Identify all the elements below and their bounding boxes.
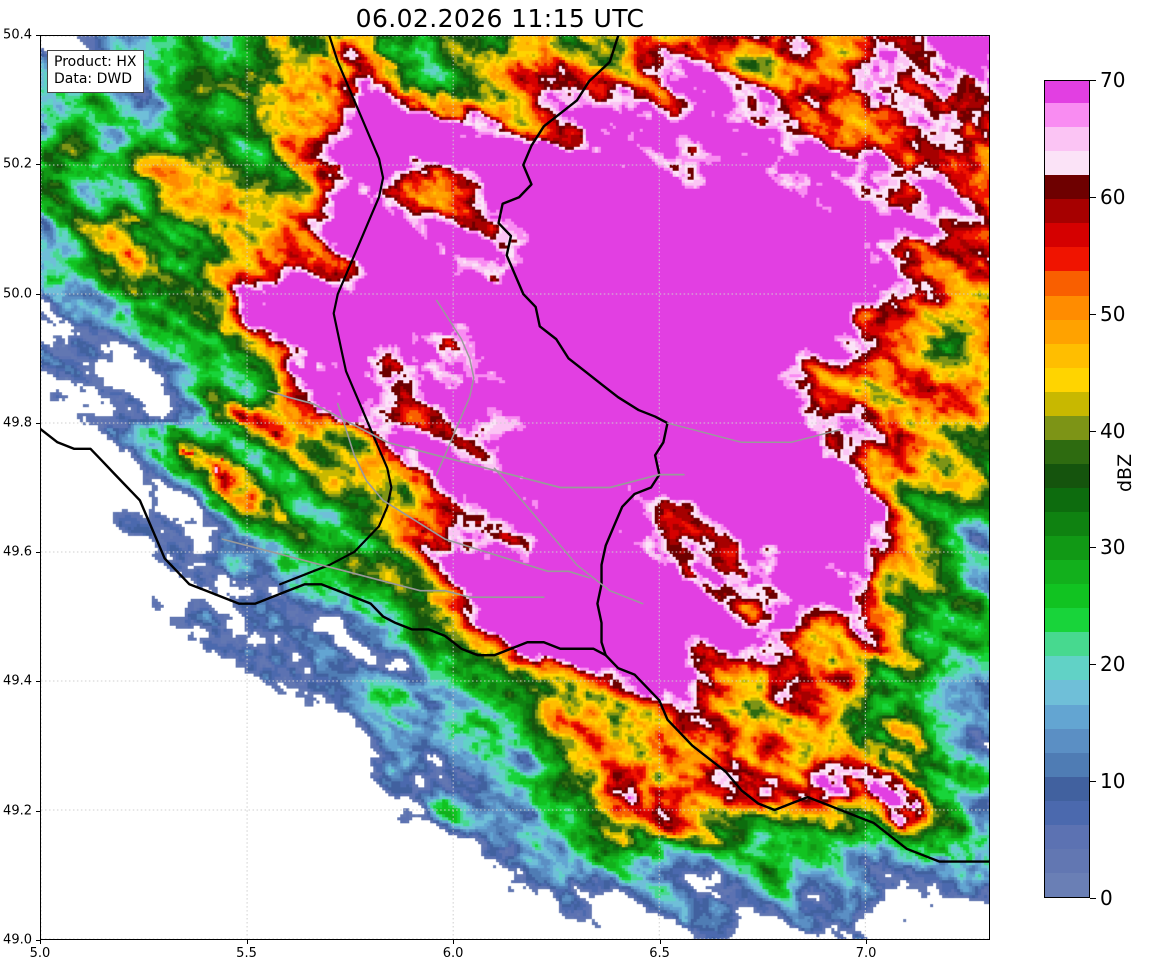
colorbar-band — [1045, 607, 1089, 633]
colorbar-tick-label: 20 — [1100, 652, 1126, 677]
x-tick-label: 5.5 — [236, 946, 257, 961]
colorbar-band — [1045, 342, 1089, 368]
x-tick — [659, 940, 661, 944]
y-tick — [36, 810, 40, 812]
info-product-line: Product: HX — [54, 54, 137, 70]
figure-title: 06.02.2026 11:15 UTC — [355, 4, 645, 33]
y-tick — [36, 293, 40, 295]
colorbar-band — [1045, 703, 1089, 729]
colorbar-axis-label: dBZ — [1114, 453, 1136, 492]
colorbar-band — [1045, 751, 1089, 777]
y-tick-label: 49.2 — [3, 803, 32, 819]
x-tick — [453, 940, 455, 944]
colorbar-tick — [1090, 664, 1096, 666]
y-tick — [36, 164, 40, 166]
x-tick-label: 6.5 — [649, 946, 670, 961]
y-tick-label: 50.0 — [3, 286, 32, 302]
colorbar-band — [1045, 679, 1089, 705]
colorbar[interactable] — [1044, 80, 1090, 898]
colorbar-band — [1045, 800, 1089, 825]
x-tick-label: 5.0 — [29, 946, 51, 961]
colorbar-band — [1045, 848, 1089, 873]
map-plot-area[interactable] — [40, 35, 990, 940]
colorbar-tick — [1090, 196, 1096, 198]
colorbar-tick — [1090, 80, 1096, 81]
colorbar-tick-label: 60 — [1100, 184, 1126, 209]
colorbar-band — [1045, 824, 1089, 849]
colorbar-tick-label: 10 — [1100, 769, 1126, 794]
colorbar-band — [1045, 439, 1089, 464]
colorbar-band — [1045, 872, 1089, 897]
colorbar-band — [1045, 246, 1089, 272]
colorbar-tick-label: 50 — [1100, 301, 1126, 326]
colorbar-band — [1045, 198, 1089, 224]
y-tick — [36, 940, 40, 941]
colorbar-band — [1045, 150, 1089, 176]
colorbar-band — [1045, 727, 1089, 753]
colorbar-band — [1045, 487, 1089, 513]
colorbar-band — [1045, 776, 1089, 801]
x-tick-label: 6.0 — [442, 946, 464, 961]
y-tick — [36, 681, 40, 683]
y-tick-label: 49.8 — [3, 415, 32, 431]
colorbar-band — [1045, 174, 1089, 200]
colorbar-tick — [1090, 313, 1096, 315]
y-tick-label: 49.0 — [3, 932, 32, 948]
colorbar-tick — [1090, 898, 1096, 899]
colorbar-band — [1045, 655, 1089, 681]
y-tick-label: 49.4 — [3, 673, 32, 689]
colorbar-band — [1045, 222, 1089, 248]
colorbar-band — [1045, 294, 1089, 320]
colorbar-band — [1045, 270, 1089, 296]
colorbar-band — [1045, 81, 1089, 104]
y-tick-label: 50.2 — [3, 156, 32, 172]
colorbar-gradient — [1044, 80, 1090, 898]
info-data-line: Data: DWD — [54, 71, 132, 88]
colorbar-tick-label: 70 — [1100, 68, 1126, 92]
colorbar-band — [1045, 367, 1089, 392]
x-tick — [40, 940, 41, 944]
colorbar-band — [1045, 463, 1089, 488]
colorbar-band — [1045, 559, 1089, 585]
colorbar-band — [1045, 102, 1089, 128]
colorbar-band — [1045, 391, 1089, 416]
y-tick — [36, 35, 40, 36]
colorbar-tick-label: 0 — [1100, 886, 1113, 910]
colorbar-band — [1045, 535, 1089, 561]
colorbar-tick — [1090, 430, 1096, 432]
x-tick — [246, 940, 248, 944]
y-tick-label: 50.4 — [3, 27, 32, 43]
product-info-box: Product: HX Data: DWD — [47, 50, 145, 94]
colorbar-band — [1045, 631, 1089, 657]
y-tick — [36, 552, 40, 554]
colorbar-band — [1045, 583, 1089, 609]
colorbar-tick-label: 30 — [1100, 535, 1126, 560]
colorbar-tick-label: 40 — [1100, 418, 1126, 443]
colorbar-tick — [1090, 547, 1096, 549]
y-tick — [36, 422, 40, 424]
x-tick — [866, 940, 868, 944]
colorbar-band — [1045, 511, 1089, 537]
colorbar-tick — [1090, 781, 1096, 783]
radar-reflectivity-layer — [41, 36, 989, 939]
colorbar-band — [1045, 126, 1089, 152]
colorbar-band — [1045, 318, 1089, 344]
y-tick-label: 49.6 — [3, 544, 32, 560]
colorbar-band — [1045, 415, 1089, 440]
x-tick-label: 7.0 — [855, 946, 877, 961]
